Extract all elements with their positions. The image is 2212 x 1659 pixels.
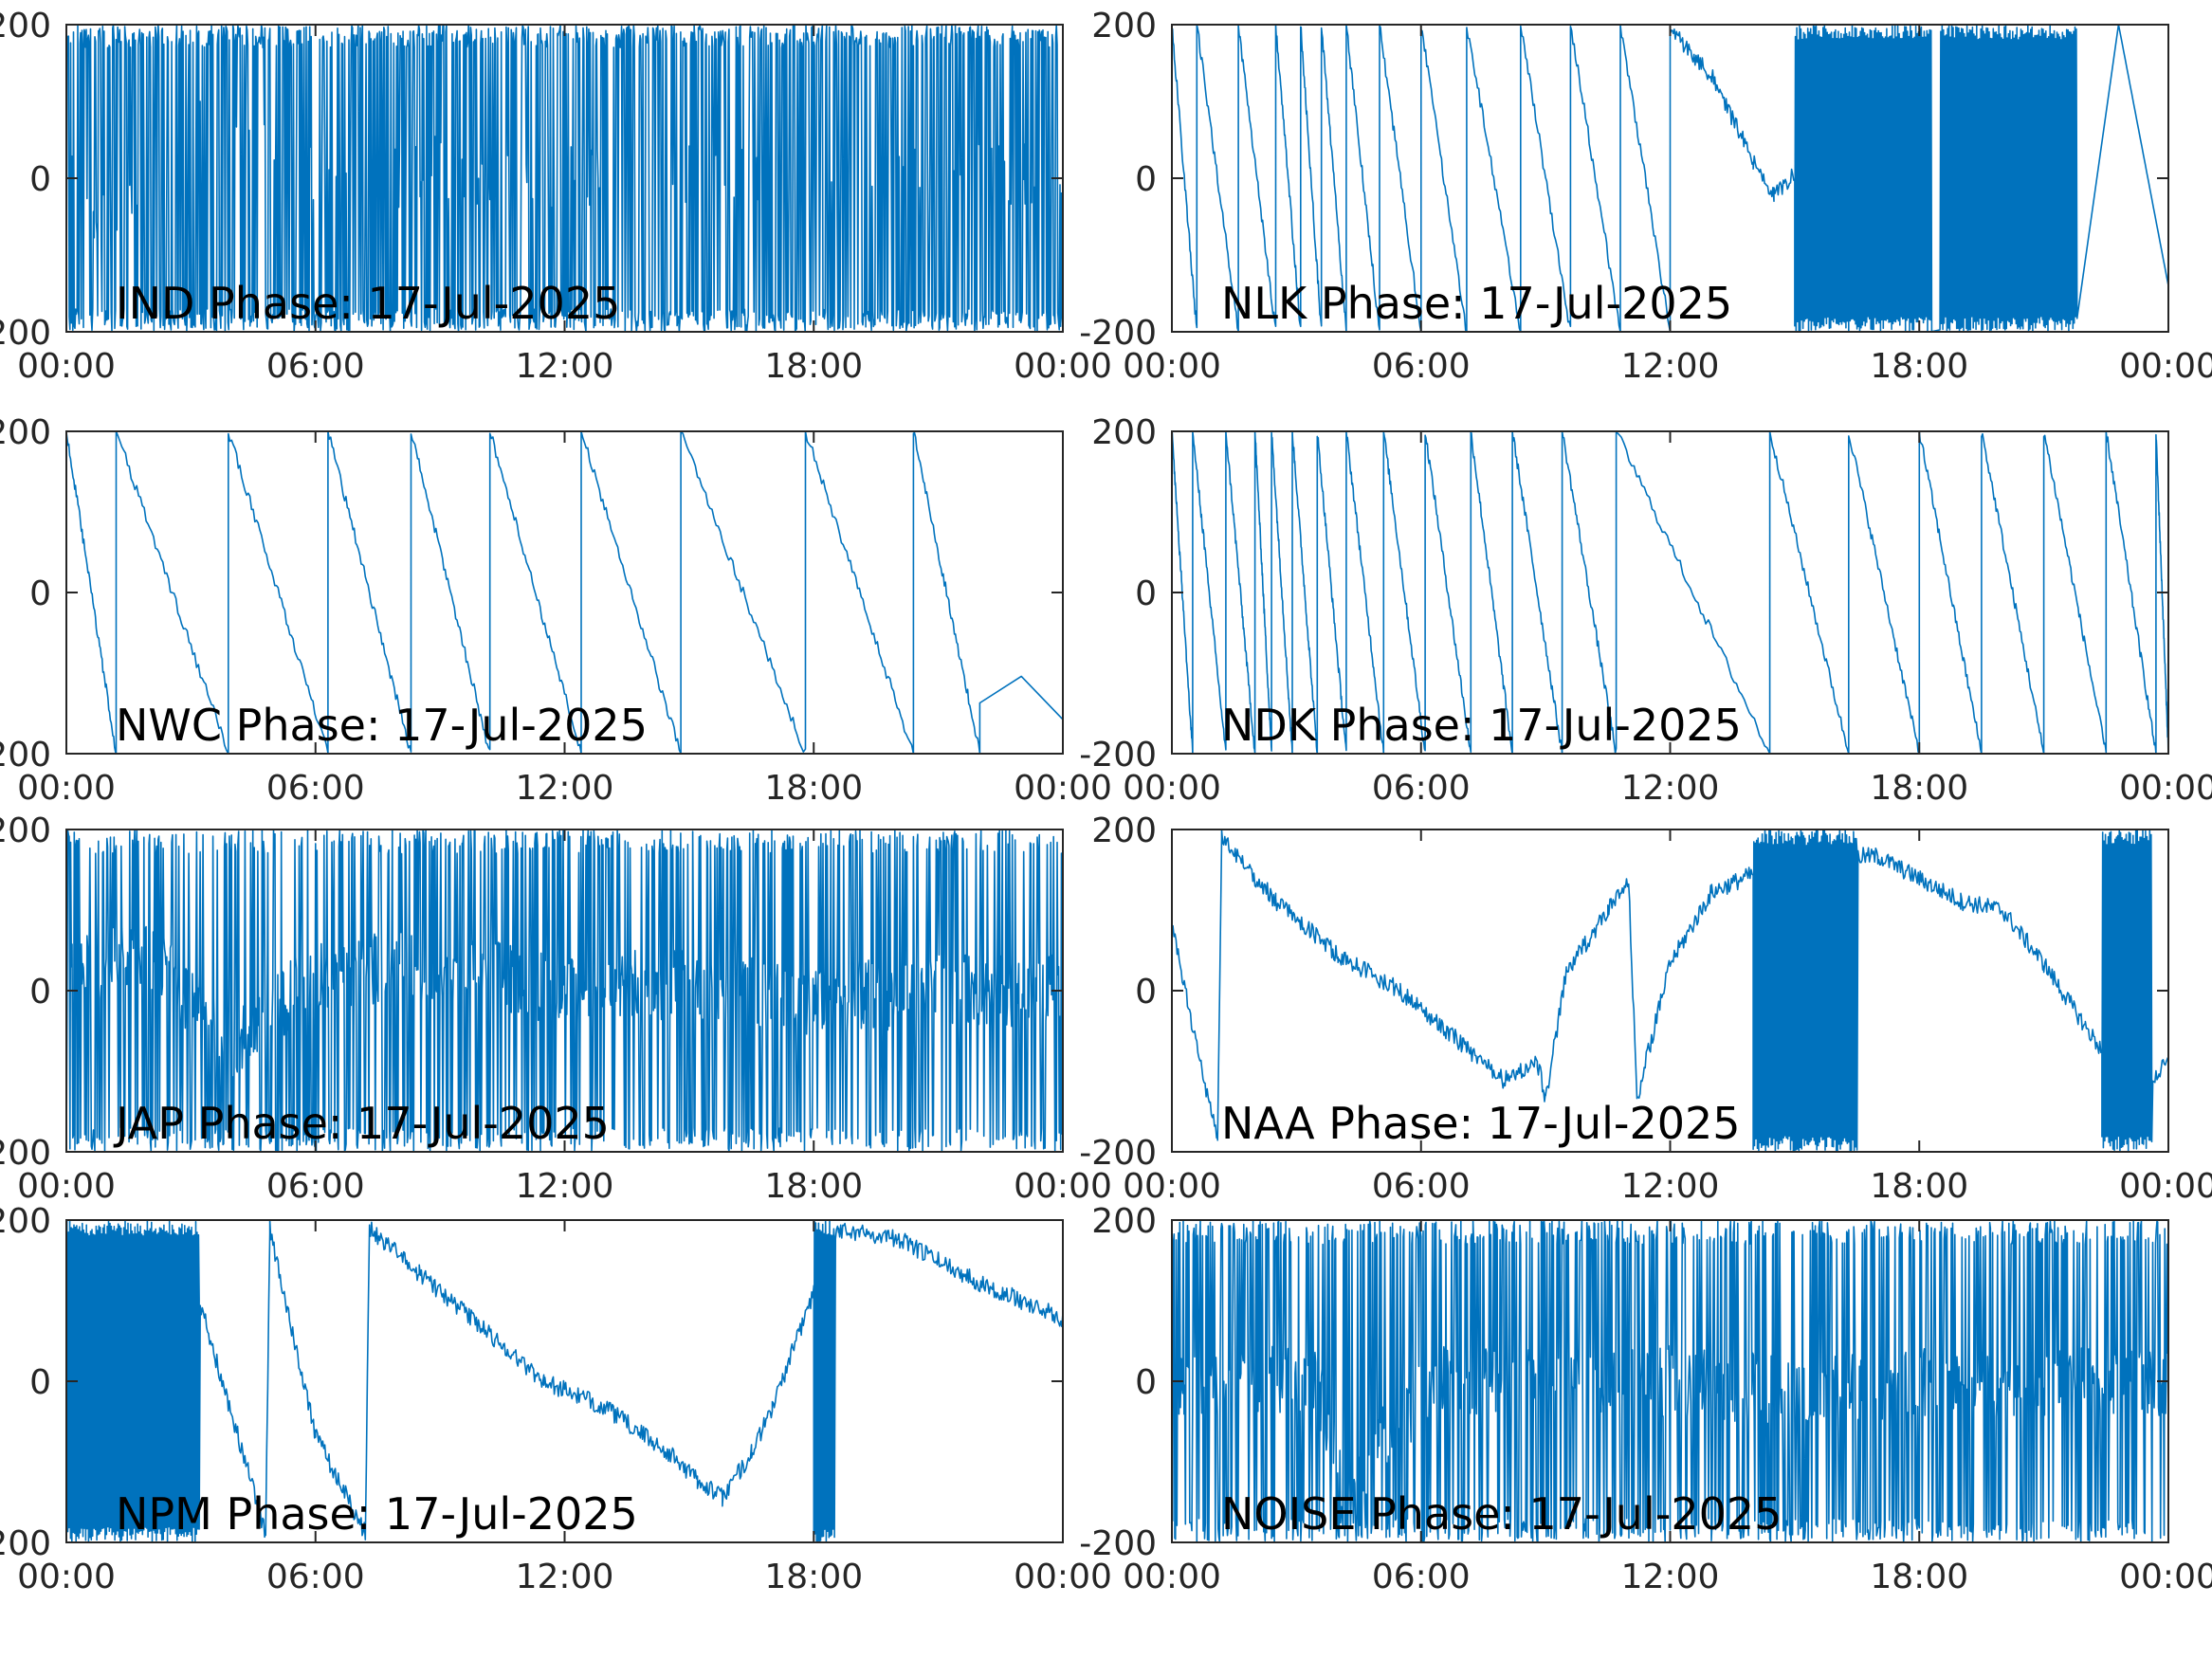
x-tick-label: 06:00 (266, 1558, 365, 1596)
y-tick-label: -200 (0, 1134, 51, 1173)
y-tick-label: -200 (1079, 736, 1157, 775)
panel-title: NOISE Phase: 17-Jul-2025 (1221, 1488, 1782, 1540)
x-tick-label: 06:00 (1372, 1558, 1471, 1596)
y-tick-label: 200 (0, 811, 51, 850)
x-tick-label: 18:00 (1870, 1558, 1968, 1596)
x-tick-label: 18:00 (1870, 769, 1968, 808)
x-tick-label: 12:00 (1621, 1167, 1720, 1206)
x-tick-label: 06:00 (1372, 347, 1471, 386)
x-tick-label: 12:00 (1621, 347, 1720, 386)
y-tick-label: 200 (1091, 7, 1157, 46)
y-tick-label: 200 (1091, 1202, 1157, 1241)
series-line (1172, 830, 2168, 1152)
series-line (66, 1220, 1063, 1542)
x-tick-label: 12:00 (516, 1558, 614, 1596)
x-tick-label: 12:00 (516, 347, 614, 386)
y-tick-label: 0 (29, 1363, 51, 1402)
x-tick-label: 12:00 (1621, 1558, 1720, 1596)
series-line (1172, 25, 2168, 332)
y-tick-label: -200 (0, 1524, 51, 1563)
y-tick-label: -200 (1079, 314, 1157, 353)
x-tick-label: 00:00 (17, 347, 116, 386)
x-tick-label: 00:00 (2119, 769, 2212, 808)
x-tick-label: 00:00 (17, 1558, 116, 1596)
x-tick-label: 18:00 (764, 1558, 863, 1596)
x-tick-label: 06:00 (266, 1167, 365, 1206)
x-tick-label: 12:00 (516, 1167, 614, 1206)
x-tick-label: 06:00 (266, 769, 365, 808)
y-tick-label: 0 (29, 160, 51, 199)
x-tick-label: 00:00 (1014, 769, 1112, 808)
y-tick-label: 200 (0, 7, 51, 46)
panel-title: NPM Phase: 17-Jul-2025 (116, 1488, 638, 1540)
panel-title: IND Phase: 17-Jul-2025 (116, 278, 620, 329)
y-tick-label: -200 (0, 314, 51, 353)
y-tick-label: 0 (29, 973, 51, 1012)
series-line (66, 830, 1063, 1152)
x-tick-label: 00:00 (2119, 347, 2212, 386)
x-tick-label: 00:00 (2119, 1167, 2212, 1206)
x-tick-label: 06:00 (266, 347, 365, 386)
x-tick-label: 18:00 (764, 347, 863, 386)
x-tick-label: 18:00 (1870, 1167, 1968, 1206)
x-tick-label: 06:00 (1372, 769, 1471, 808)
x-tick-label: 18:00 (764, 769, 863, 808)
x-tick-label: 00:00 (2119, 1558, 2212, 1596)
x-tick-label: 06:00 (1372, 1167, 1471, 1206)
panel-title: NDK Phase: 17-Jul-2025 (1221, 700, 1742, 751)
y-tick-label: 0 (1135, 1363, 1157, 1402)
x-tick-label: 00:00 (1123, 769, 1221, 808)
y-tick-label: -200 (1079, 1134, 1157, 1173)
x-tick-label: 00:00 (1123, 1558, 1221, 1596)
y-tick-label: 200 (0, 1202, 51, 1241)
y-tick-label: -200 (1079, 1524, 1157, 1563)
y-tick-label: 0 (1135, 973, 1157, 1012)
x-tick-label: 00:00 (1014, 1167, 1112, 1206)
series-line (1172, 431, 2168, 754)
series-line (66, 431, 1063, 754)
y-tick-label: 0 (29, 574, 51, 613)
y-tick-label: 200 (1091, 811, 1157, 850)
panel-title: NWC Phase: 17-Jul-2025 (116, 700, 648, 751)
y-tick-label: 200 (0, 413, 51, 452)
x-tick-label: 12:00 (1621, 769, 1720, 808)
x-tick-label: 00:00 (17, 1167, 116, 1206)
panel-title: NAA Phase: 17-Jul-2025 (1221, 1098, 1741, 1149)
x-tick-label: 18:00 (764, 1167, 863, 1206)
y-tick-label: 0 (1135, 574, 1157, 613)
x-tick-label: 00:00 (1014, 1558, 1112, 1596)
panel-title: NLK Phase: 17-Jul-2025 (1221, 278, 1732, 329)
y-tick-label: -200 (0, 736, 51, 775)
series-line (1172, 1220, 2168, 1542)
x-tick-label: 00:00 (1014, 347, 1112, 386)
y-tick-label: 0 (1135, 160, 1157, 199)
x-tick-label: 00:00 (1123, 1167, 1221, 1206)
x-tick-label: 12:00 (516, 769, 614, 808)
x-tick-label: 00:00 (1123, 347, 1221, 386)
y-tick-label: 200 (1091, 413, 1157, 452)
x-tick-label: 00:00 (17, 769, 116, 808)
panel-title: JAP Phase: 17-Jul-2025 (113, 1098, 610, 1149)
x-tick-label: 18:00 (1870, 347, 1968, 386)
